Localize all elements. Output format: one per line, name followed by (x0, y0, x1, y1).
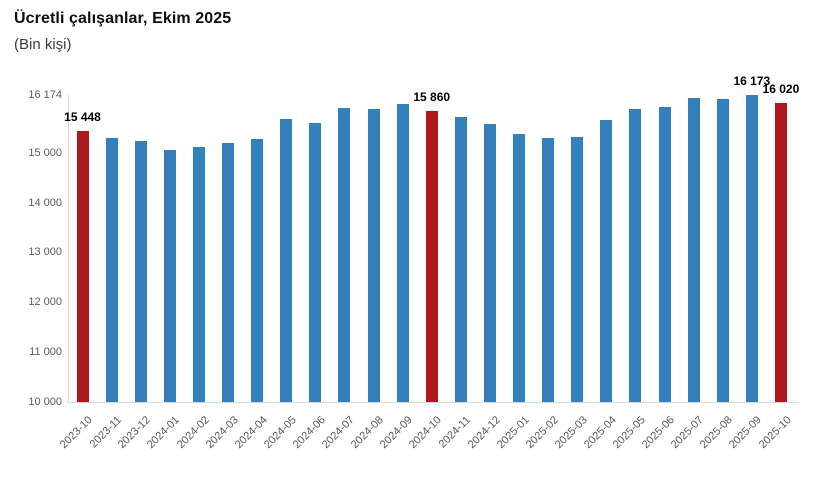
bar-2024-09 (396, 104, 409, 402)
bar-2025-01 (513, 133, 525, 402)
bar-2024-10 (425, 110, 438, 402)
y-tick-label: 13 000 (28, 246, 62, 259)
bar-value-label: 16 173 (733, 74, 771, 89)
bar-2025-06 (658, 106, 671, 402)
chart-subtitle: (Bin kişi) (14, 36, 72, 53)
x-tick-label: 2023-10 (57, 414, 95, 452)
y-axis-line (68, 95, 69, 403)
x-axis-line (68, 402, 798, 403)
bar-2024-06 (309, 123, 322, 402)
y-tick-label: 11 000 (29, 345, 62, 358)
bar-2025-07 (687, 97, 700, 402)
chart-title: Ücretli çalışanlar, Ekim 2025 (14, 10, 232, 27)
bar-2025-09 (745, 95, 758, 402)
bar-2023-12 (134, 141, 147, 402)
bar-2024-05 (280, 118, 293, 402)
bar-value-label: 15 860 (413, 89, 451, 104)
plot-area (68, 95, 798, 402)
bar-2023-11 (105, 137, 118, 402)
y-tick-label: 10 000 (28, 395, 62, 408)
bar-2024-03 (222, 142, 234, 402)
y-tick-label: 15 000 (28, 146, 62, 159)
bar-2025-02 (542, 138, 555, 402)
bar-2025-03 (571, 137, 584, 402)
bar-2024-02 (192, 147, 205, 402)
bar-2023-10 (76, 131, 89, 402)
y-tick-label: 14 000 (28, 196, 62, 209)
y-tick-label: 16 174 (28, 88, 62, 101)
bar-2024-04 (251, 139, 264, 402)
bar-2025-04 (600, 120, 613, 402)
bar-2024-07 (338, 108, 351, 402)
bar-2024-12 (483, 124, 496, 402)
bar-2024-08 (367, 109, 380, 402)
y-tick-label: 12 000 (28, 296, 62, 309)
bar-2025-08 (716, 99, 729, 402)
bar-value-label: 15 448 (64, 110, 101, 125)
bar-value-label: 16 020 (762, 81, 800, 96)
bar-2025-10 (774, 102, 787, 402)
bar-2024-01 (163, 150, 176, 402)
bar-2025-05 (629, 109, 642, 402)
bar-2024-11 (454, 116, 467, 402)
